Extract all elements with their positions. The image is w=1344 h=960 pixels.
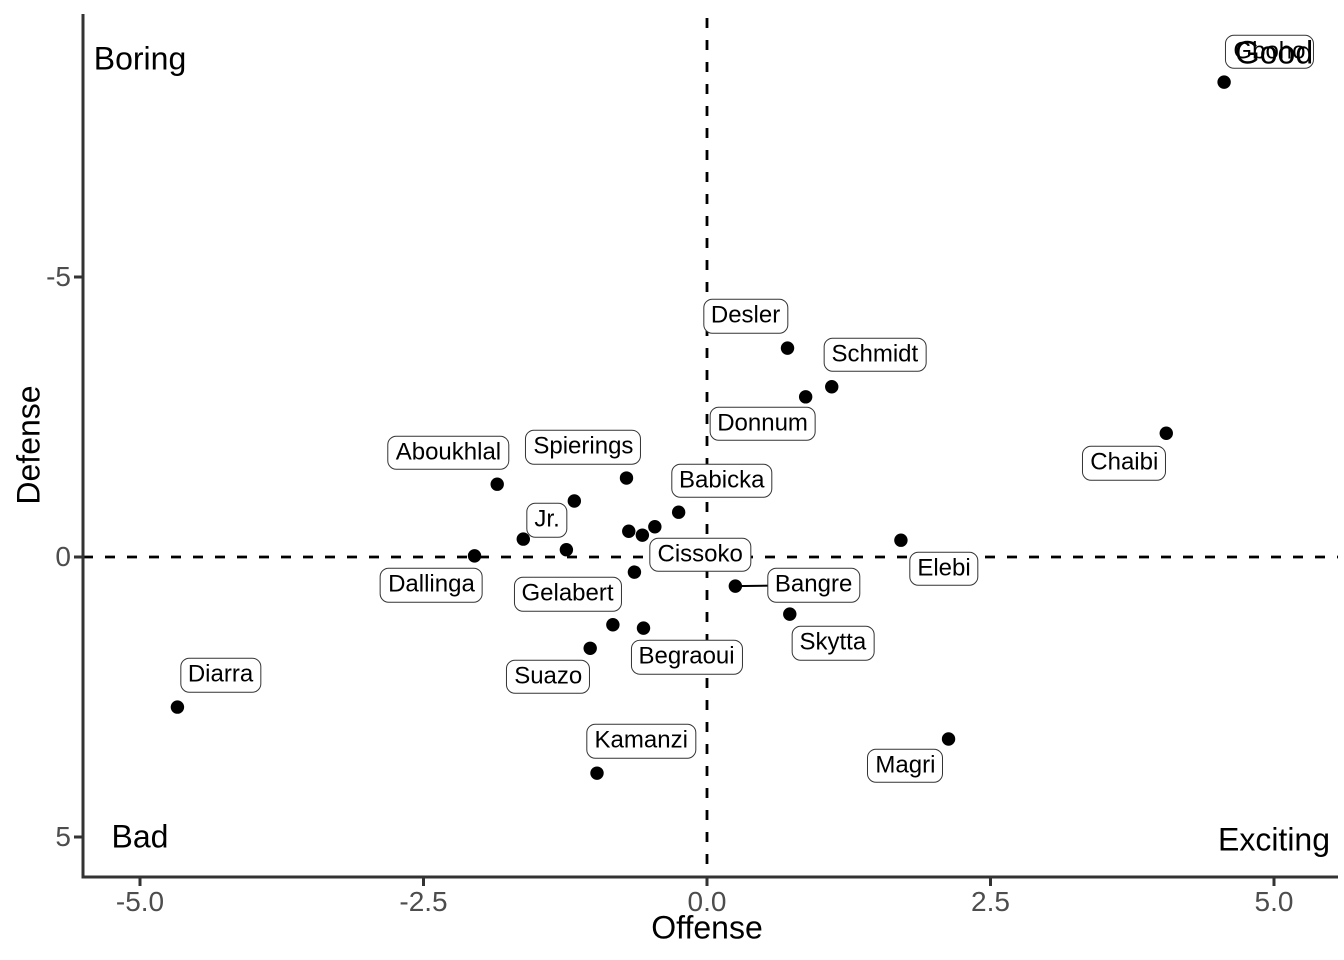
- data-point-begraoui: [636, 621, 651, 635]
- data-point: [635, 528, 650, 542]
- data-point: [648, 520, 662, 534]
- data-point-suazo: [583, 641, 597, 655]
- data-point-kamanzi: [590, 766, 604, 780]
- data-point-elebi: [894, 533, 908, 547]
- data-point-diarra: [170, 700, 185, 714]
- data-point: [622, 524, 636, 538]
- data-point-bangre: [728, 579, 743, 593]
- data-point-dallinga: [467, 549, 482, 563]
- data-point-magri: [941, 732, 956, 746]
- y-axis-title: Defense: [10, 385, 47, 505]
- data-point-gboho: [1217, 75, 1231, 89]
- data-point-babicka: [671, 505, 686, 519]
- corner-annotation-bad: Bad: [111, 818, 169, 855]
- data-point-jr: [516, 532, 530, 546]
- corner-annotation-good: Good: [1234, 34, 1314, 71]
- corner-annotation-boring: Boring: [93, 40, 187, 77]
- data-point: [567, 494, 582, 508]
- x-axis-title: Offense: [651, 909, 763, 946]
- data-point-chaibi: [1159, 426, 1173, 440]
- data-point-spierings: [619, 471, 634, 485]
- corner-annotation-exciting: Exciting: [1217, 821, 1331, 858]
- data-point-skytta: [783, 607, 797, 621]
- data-point-schmidt: [825, 380, 839, 394]
- leader-line-bangre: [735, 584, 814, 588]
- data-point-donnum: [798, 390, 813, 404]
- data-point-cissoko: [627, 565, 642, 579]
- data-point-aboukhlal: [490, 477, 504, 491]
- data-point-gelabert: [606, 618, 620, 632]
- data-point-desler: [780, 341, 795, 355]
- data-point: [559, 543, 574, 557]
